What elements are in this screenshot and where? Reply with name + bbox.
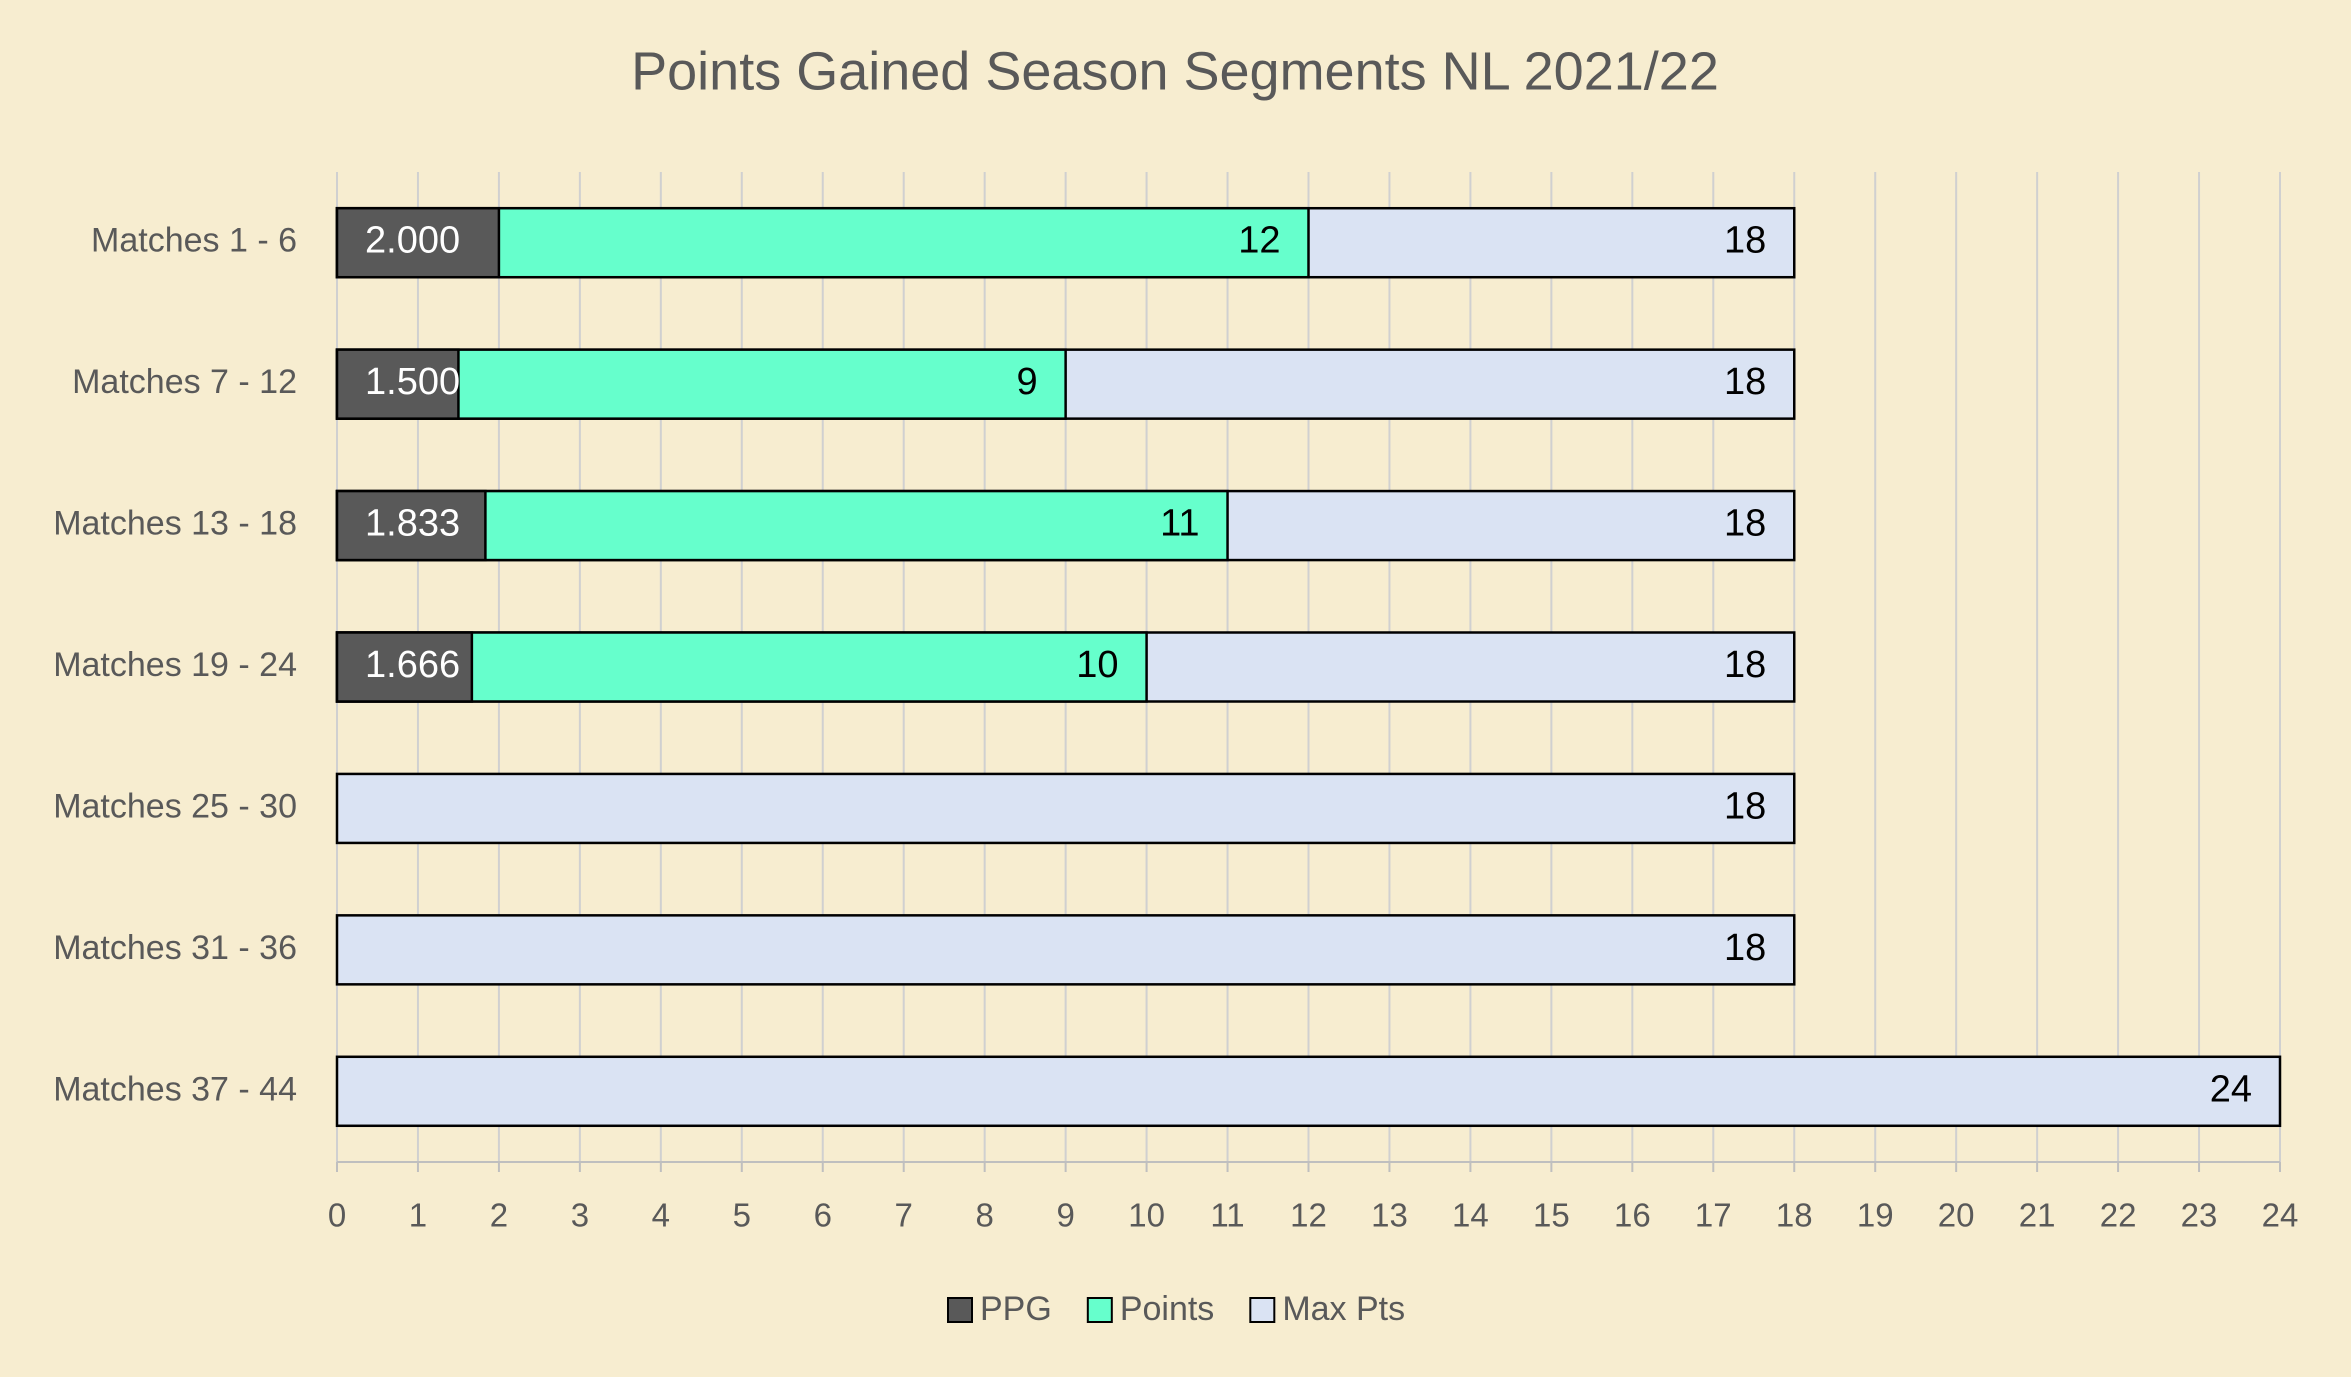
data-label: 1.500 — [365, 361, 460, 403]
data-label: 1.833 — [365, 503, 460, 545]
legend-swatch — [947, 1297, 973, 1323]
data-label: 18 — [1724, 785, 1766, 827]
y-tick-label: Matches 25 - 30 — [53, 787, 297, 825]
x-tick-label: 8 — [975, 1197, 993, 1234]
x-tick-label: 23 — [2181, 1197, 2218, 1234]
y-tick-label: Matches 7 - 12 — [72, 363, 297, 401]
x-tick-label: 20 — [1938, 1197, 1975, 1234]
data-label: 12 — [1238, 220, 1280, 262]
x-tick-label: 17 — [1695, 1197, 1732, 1234]
bar — [335, 489, 487, 562]
data-label: 18 — [1724, 927, 1766, 969]
x-tick-label: 5 — [733, 1197, 751, 1234]
legend-label: PPG — [980, 1290, 1052, 1328]
x-tick-label: 13 — [1371, 1197, 1408, 1234]
y-tick-label: Matches 13 - 18 — [53, 505, 297, 543]
x-tick-label: 10 — [1128, 1197, 1165, 1234]
data-label: 18 — [1724, 503, 1766, 545]
x-tick-label: 14 — [1452, 1197, 1489, 1234]
data-label: 18 — [1724, 644, 1766, 686]
x-tick-label: 22 — [2100, 1197, 2137, 1234]
x-tick-label: 12 — [1290, 1197, 1327, 1234]
x-tick-label: 16 — [1614, 1197, 1651, 1234]
bar — [335, 772, 1796, 845]
data-label: 18 — [1724, 361, 1766, 403]
bar — [335, 1055, 2282, 1128]
x-tick-label: 6 — [814, 1197, 832, 1234]
data-label: 2.000 — [365, 220, 460, 262]
y-tick-label: Matches 31 - 36 — [53, 929, 297, 967]
x-tick-label: 0 — [328, 1197, 346, 1234]
x-tick-label: 21 — [2019, 1197, 2056, 1234]
legend-label: Points — [1120, 1290, 1215, 1328]
data-label: 10 — [1076, 644, 1118, 686]
y-tick-label: Matches 1 - 6 — [91, 222, 297, 260]
x-tick-label: 3 — [571, 1197, 589, 1234]
x-tick-label: 15 — [1533, 1197, 1570, 1234]
bar — [335, 206, 501, 279]
x-tick-label: 11 — [1210, 1197, 1244, 1234]
x-tick-label: 19 — [1857, 1197, 1894, 1234]
legend-swatch — [1249, 1297, 1276, 1323]
bar — [335, 914, 1796, 986]
bar — [335, 348, 460, 420]
x-tick-label: 4 — [652, 1197, 670, 1234]
data-label: 1.666 — [365, 644, 460, 686]
x-tick-label: 7 — [895, 1197, 913, 1234]
data-label: 11 — [1160, 503, 1199, 545]
x-tick-label: 1 — [409, 1197, 427, 1234]
data-label: 9 — [1016, 361, 1037, 403]
y-tick-label: Matches 19 - 24 — [53, 646, 297, 684]
chart-title: Points Gained Season Segments NL 2021/22 — [631, 41, 1719, 101]
data-label: 18 — [1724, 220, 1766, 262]
x-tick-label: 24 — [2262, 1197, 2299, 1234]
data-label: 24 — [2210, 1068, 2252, 1110]
x-tick-label: 9 — [1056, 1197, 1074, 1234]
legend-swatch — [1086, 1297, 1113, 1323]
bar — [335, 631, 474, 703]
x-tick-label: 18 — [1776, 1197, 1813, 1234]
legend-label: Max Pts — [1282, 1290, 1405, 1328]
x-tick-label: 2 — [490, 1197, 508, 1234]
y-tick-label: Matches 37 - 44 — [53, 1070, 297, 1108]
